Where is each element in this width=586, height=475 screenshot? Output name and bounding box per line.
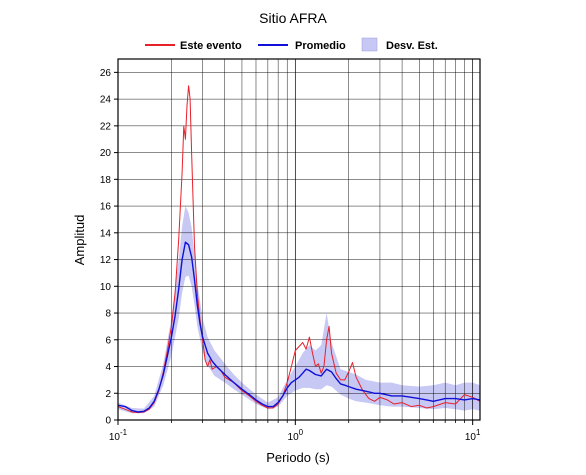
y-tick-label: 8 xyxy=(105,309,111,320)
y-tick-label: 16 xyxy=(100,202,112,213)
series-line-promedio xyxy=(118,241,480,413)
legend-label-0: Este evento xyxy=(180,40,242,52)
x-tick-label: 100 xyxy=(288,428,304,443)
legend-label-2: Desv. Est. xyxy=(386,40,438,52)
x-axis-label: Periodo (s) xyxy=(266,450,330,465)
std-band xyxy=(118,206,480,414)
chart-title: Sitio AFRA xyxy=(259,10,327,26)
y-tick-label: 2 xyxy=(105,389,111,400)
legend: Este evento Promedio Desv. Est. xyxy=(145,37,438,52)
std-band-layer xyxy=(118,206,480,414)
legend-label-1: Promedio xyxy=(295,40,346,52)
y-tick-label: 24 xyxy=(100,95,112,106)
legend-swatch-2 xyxy=(361,37,378,52)
x-tick-label: 10-1 xyxy=(109,428,128,443)
series-line-este-evento xyxy=(118,85,480,414)
y-tick-label: 12 xyxy=(100,255,112,266)
plot-frame xyxy=(117,58,481,421)
grid xyxy=(117,59,480,421)
y-tick-label: 20 xyxy=(100,148,112,159)
y-tick-label: 4 xyxy=(105,362,111,373)
y-tick-label: 0 xyxy=(105,416,111,427)
y-tick-label: 22 xyxy=(100,121,112,132)
y-tick-label: 10 xyxy=(100,282,112,293)
series-layer xyxy=(118,85,480,414)
y-tick-label: 14 xyxy=(100,228,112,239)
y-tick-label: 18 xyxy=(100,175,112,186)
y-axis-label: Amplitud xyxy=(72,215,87,266)
y-tick-label: 26 xyxy=(100,68,112,79)
y-tick-label: 6 xyxy=(105,335,111,346)
x-tick-label: 101 xyxy=(465,428,481,443)
